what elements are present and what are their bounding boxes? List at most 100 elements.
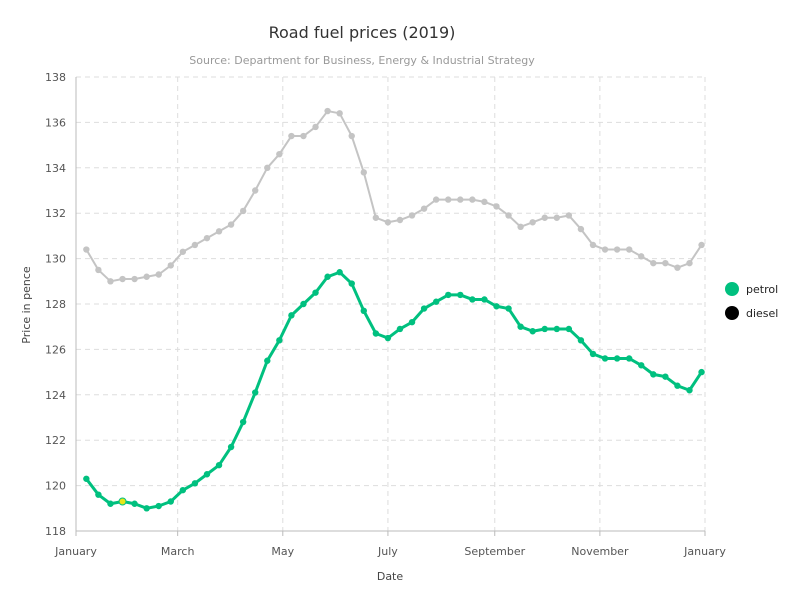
legend-label-petrol[interactable]: petrol: [746, 283, 778, 296]
petrol-point[interactable]: [167, 498, 174, 505]
diesel-point[interactable]: [493, 203, 500, 210]
diesel-point[interactable]: [179, 248, 187, 255]
petrol-point[interactable]: [505, 305, 512, 312]
petrol-point[interactable]: [650, 371, 657, 378]
diesel-point[interactable]: [167, 262, 174, 269]
diesel-point[interactable]: [589, 241, 597, 249]
diesel-point[interactable]: [384, 219, 392, 226]
diesel-point[interactable]: [698, 241, 705, 249]
diesel-point[interactable]: [553, 214, 560, 221]
legend-marker-petrol[interactable]: [725, 282, 739, 296]
diesel-point[interactable]: [83, 246, 90, 253]
petrol-point[interactable]: [215, 461, 223, 469]
petrol-point[interactable]: [227, 443, 235, 451]
diesel-point[interactable]: [348, 132, 355, 140]
diesel-point[interactable]: [613, 246, 621, 253]
diesel-point[interactable]: [119, 275, 126, 283]
diesel-point[interactable]: [360, 169, 367, 176]
diesel-point[interactable]: [505, 212, 512, 219]
petrol-point[interactable]: [686, 387, 693, 394]
diesel-point[interactable]: [264, 164, 271, 171]
petrol-point[interactable]: [336, 269, 343, 276]
petrol-point[interactable]: [95, 491, 102, 498]
diesel-point[interactable]: [662, 259, 669, 267]
diesel-point[interactable]: [541, 214, 548, 221]
diesel-point[interactable]: [276, 150, 283, 158]
petrol-point[interactable]: [674, 382, 681, 389]
diesel-point[interactable]: [324, 107, 331, 115]
petrol-point[interactable]: [541, 325, 548, 333]
petrol-point[interactable]: [155, 502, 162, 510]
petrol-point[interactable]: [107, 500, 114, 507]
petrol-point[interactable]: [264, 357, 271, 364]
petrol-point[interactable]: [613, 355, 621, 362]
diesel-point[interactable]: [529, 219, 536, 226]
petrol-point[interactable]: [565, 325, 573, 333]
petrol-point[interactable]: [83, 475, 90, 482]
petrol-point[interactable]: [481, 296, 488, 303]
diesel-point[interactable]: [577, 225, 585, 233]
petrol-point[interactable]: [469, 296, 476, 303]
petrol-point[interactable]: [288, 312, 295, 319]
diesel-point[interactable]: [432, 196, 440, 203]
petrol-point[interactable]: [420, 305, 428, 312]
petrol-point[interactable]: [529, 328, 536, 335]
diesel-point[interactable]: [215, 228, 223, 235]
petrol-point[interactable]: [589, 350, 597, 358]
petrol-point[interactable]: [638, 362, 645, 369]
petrol-point[interactable]: [276, 337, 283, 344]
diesel-point[interactable]: [517, 223, 524, 231]
diesel-point[interactable]: [408, 212, 416, 219]
diesel-point[interactable]: [445, 196, 452, 203]
petrol-point[interactable]: [131, 500, 138, 507]
diesel-point[interactable]: [457, 196, 464, 203]
diesel-point[interactable]: [625, 246, 633, 253]
petrol-point[interactable]: [252, 389, 259, 396]
diesel-point[interactable]: [396, 216, 404, 224]
petrol-point[interactable]: [239, 418, 247, 426]
petrol-point[interactable]: [432, 298, 440, 305]
diesel-point[interactable]: [372, 214, 380, 221]
petrol-point[interactable]: [408, 318, 416, 326]
petrol-point[interactable]: [324, 273, 331, 280]
diesel-point[interactable]: [312, 123, 319, 131]
petrol-point[interactable]: [118, 497, 127, 506]
diesel-point[interactable]: [239, 207, 247, 215]
petrol-point[interactable]: [445, 291, 452, 299]
diesel-point[interactable]: [191, 241, 199, 249]
petrol-point[interactable]: [179, 486, 187, 494]
petrol-point[interactable]: [698, 368, 705, 376]
diesel-point[interactable]: [95, 266, 102, 274]
petrol-point[interactable]: [360, 307, 367, 315]
diesel-point[interactable]: [565, 212, 573, 219]
petrol-point[interactable]: [191, 480, 199, 487]
diesel-point[interactable]: [336, 110, 343, 117]
diesel-point[interactable]: [601, 246, 609, 253]
petrol-point[interactable]: [384, 334, 392, 342]
legend-label-diesel[interactable]: diesel: [746, 307, 778, 320]
petrol-point[interactable]: [601, 355, 609, 362]
diesel-point[interactable]: [155, 271, 162, 278]
diesel-point[interactable]: [638, 253, 645, 260]
diesel-point[interactable]: [674, 264, 681, 271]
petrol-point[interactable]: [300, 300, 307, 308]
petrol-point[interactable]: [143, 505, 150, 512]
petrol-point[interactable]: [625, 355, 633, 362]
petrol-point[interactable]: [348, 280, 355, 287]
diesel-point[interactable]: [143, 273, 150, 280]
petrol-point[interactable]: [553, 325, 560, 333]
diesel-point[interactable]: [288, 132, 295, 140]
diesel-point[interactable]: [107, 278, 114, 285]
petrol-point[interactable]: [517, 323, 524, 330]
petrol-point[interactable]: [396, 325, 404, 333]
diesel-point[interactable]: [203, 234, 211, 242]
petrol-point[interactable]: [312, 289, 319, 296]
diesel-point[interactable]: [300, 132, 307, 140]
diesel-point[interactable]: [650, 259, 657, 267]
petrol-point[interactable]: [493, 303, 500, 310]
petrol-point[interactable]: [577, 337, 585, 344]
diesel-point[interactable]: [420, 205, 428, 212]
diesel-point[interactable]: [252, 187, 259, 194]
petrol-point[interactable]: [457, 291, 464, 299]
legend-marker-diesel[interactable]: [725, 306, 739, 320]
